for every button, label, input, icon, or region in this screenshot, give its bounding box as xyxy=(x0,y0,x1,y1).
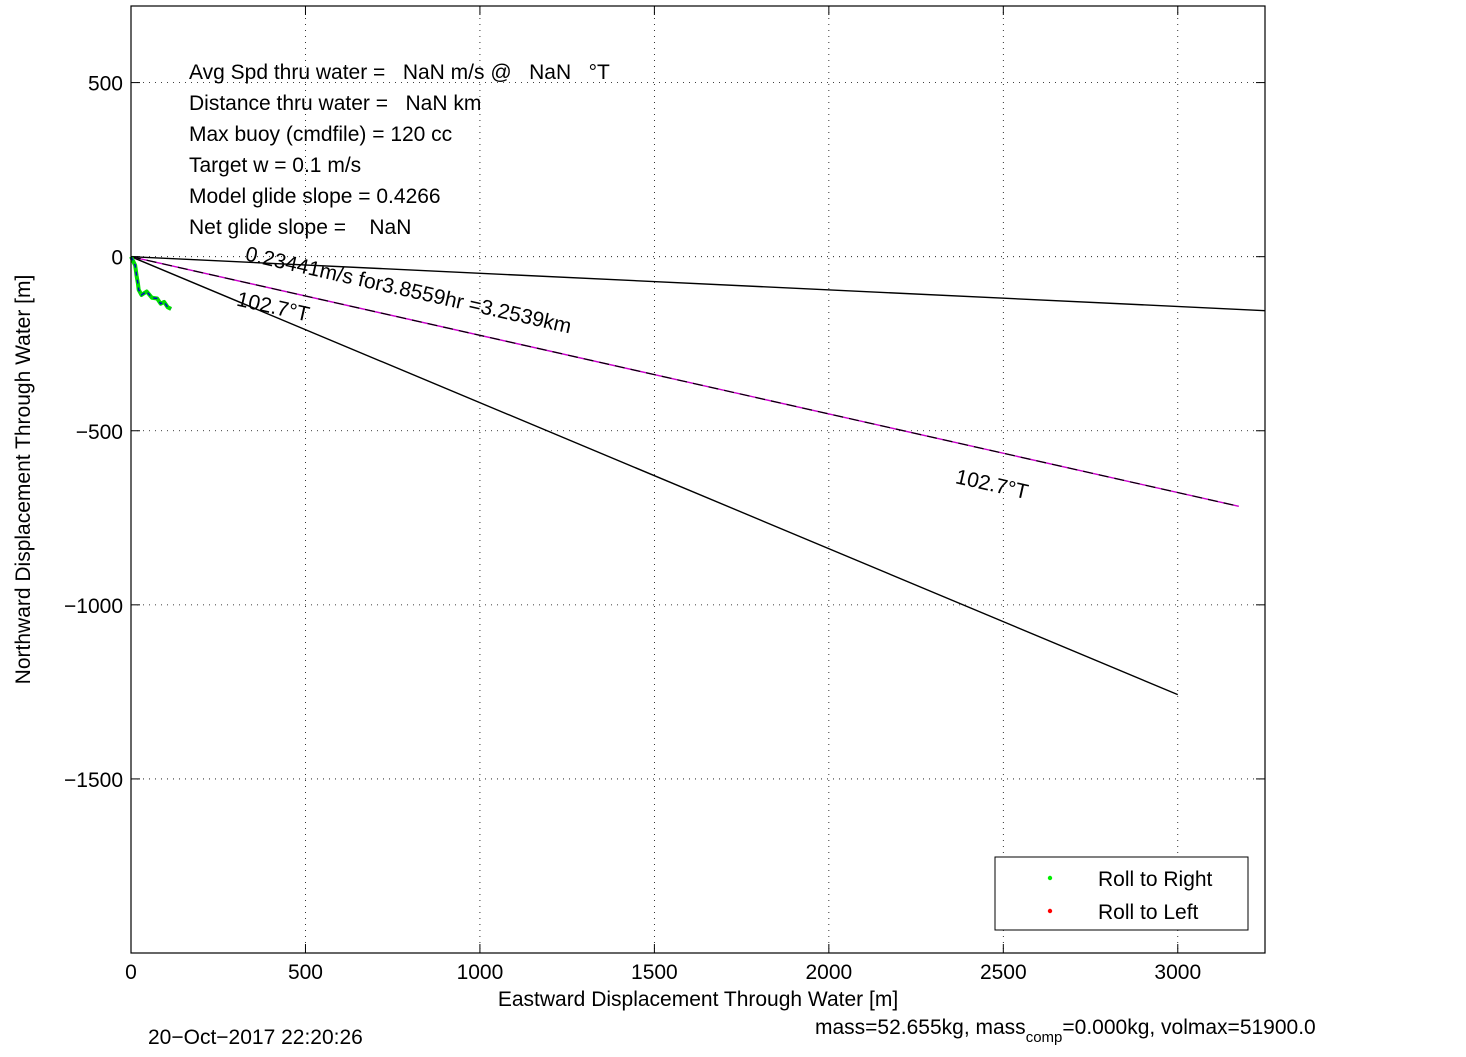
y-tick-label: 500 xyxy=(88,73,123,96)
plot-frame xyxy=(130,5,1266,954)
legend-label-roll-left: Roll to Left xyxy=(1098,901,1199,924)
line-annotation: 102.7°T xyxy=(953,465,1030,504)
reference-line-overlay xyxy=(130,256,1239,507)
mass-prefix: mass=52.655kg, mass xyxy=(815,1016,1026,1039)
info-text: Avg Spd thru water = NaN m/s @ NaN °T Dis… xyxy=(189,61,610,239)
x-tick-label: 3000 xyxy=(1154,961,1201,984)
y-tick-label: −1000 xyxy=(64,595,123,618)
mass-suffix: =0.000kg, volmax=51900.0 xyxy=(1062,1016,1316,1039)
y-tick-label: −500 xyxy=(76,421,123,444)
legend: Roll to Right Roll to Left xyxy=(994,856,1249,931)
x-tick-label: 500 xyxy=(288,961,323,984)
y-tick-label: 0 xyxy=(111,247,123,270)
legend-marker-roll-right xyxy=(1047,875,1053,881)
axis-ticks: 0 500 1000 1500 2000 2500 3000 500 0 −500 −1000 −15… xyxy=(64,6,1265,984)
reference-line xyxy=(130,256,1179,696)
x-tick-label: 1500 xyxy=(631,961,678,984)
track-layer xyxy=(129,255,173,311)
info-line: Target w = 0.1 m/s xyxy=(189,154,361,177)
reference-lines xyxy=(130,255,1266,696)
timestamp: 20−Oct−2017 22:20:26 xyxy=(148,1026,363,1049)
legend-label-roll-right: Roll to Right xyxy=(1098,868,1213,891)
legend-marker-roll-left xyxy=(1047,908,1053,914)
info-line: Max buoy (cmdfile) = 120 cc xyxy=(189,123,452,146)
x-tick-label: 2500 xyxy=(980,961,1027,984)
reference-line xyxy=(130,255,1266,312)
legend-box xyxy=(994,856,1249,931)
annotations: 0.23441m/s for3.8559hr =3.2539km102.7°T1… xyxy=(235,243,1031,505)
info-line: Avg Spd thru water = NaN m/s @ NaN °T xyxy=(189,61,610,84)
track-roll-right xyxy=(129,255,173,311)
info-line: Net glide slope = NaN xyxy=(189,216,411,239)
x-tick-label: 2000 xyxy=(805,961,852,984)
x-tick-label: 1000 xyxy=(457,961,504,984)
mass-subscript: comp xyxy=(1025,1029,1063,1046)
info-line: Model glide slope = 0.4266 xyxy=(189,185,441,208)
grid xyxy=(131,6,1265,953)
x-tick-label: 0 xyxy=(125,961,137,984)
x-axis-label: Eastward Displacement Through Water [m] xyxy=(498,988,898,1011)
y-axis-label: Northward Displacement Through Water [m] xyxy=(12,275,35,685)
line-annotation: 102.7°T xyxy=(235,288,312,327)
mass-info: mass=52.655kg, masscomp=0.000kg, volmax=… xyxy=(815,1016,1316,1046)
y-tick-label: −1500 xyxy=(64,769,123,792)
info-line: Distance thru water = NaN km xyxy=(189,92,481,115)
